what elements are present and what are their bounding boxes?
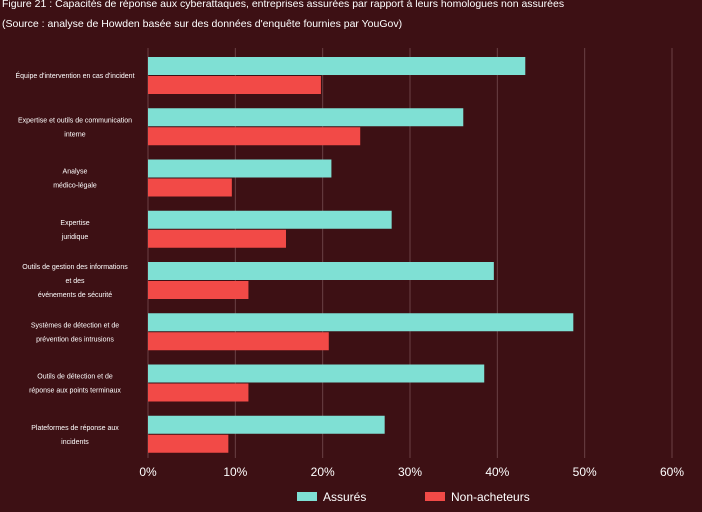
legend-label: Assurés xyxy=(323,490,366,504)
category-label: Outils de détection et de réponse aux poi… xyxy=(29,373,121,394)
bar xyxy=(148,415,385,434)
x-tick-label: 10% xyxy=(223,465,247,479)
bar xyxy=(148,262,494,280)
category-label: Expertise juridique xyxy=(60,220,89,241)
legend-swatch xyxy=(297,492,317,501)
legend-swatch xyxy=(425,492,445,501)
legend-label: Non-acheteurs xyxy=(451,490,530,504)
bar xyxy=(148,76,321,94)
x-tick-label: 20% xyxy=(311,465,335,479)
category-label: Systèmes de détection et de prévention de… xyxy=(31,322,119,343)
category-label: Équipe d'intervention en cas d'incident xyxy=(15,71,134,80)
x-tick-label: 0% xyxy=(139,465,157,479)
bar xyxy=(148,178,232,197)
bar xyxy=(148,210,392,229)
bar xyxy=(148,332,329,351)
bar xyxy=(148,127,361,146)
bar xyxy=(148,108,464,127)
bar xyxy=(148,313,574,332)
x-tick-label: 40% xyxy=(485,465,509,479)
chart-subtitle: (Source : analyse de Howden basée sur de… xyxy=(2,18,402,30)
x-tick-label: 60% xyxy=(660,465,684,479)
bar xyxy=(148,159,332,178)
bar xyxy=(148,364,485,383)
bar xyxy=(148,434,229,453)
category-label: Analyse médico-légale xyxy=(53,168,97,189)
category-label: Expertise et outils de communication inte… xyxy=(18,117,132,138)
x-tick-label: 50% xyxy=(573,465,597,479)
bar xyxy=(148,281,249,299)
category-label: Plateformes de réponse aux incidents xyxy=(31,425,119,446)
bar xyxy=(148,383,249,402)
chart-title: Figure 21 : Capacités de réponse aux cyb… xyxy=(2,0,564,10)
bar xyxy=(148,57,526,75)
category-label: Outils de gestion des informations et des… xyxy=(22,264,128,299)
x-tick-label: 30% xyxy=(398,465,422,479)
bar xyxy=(148,229,286,248)
